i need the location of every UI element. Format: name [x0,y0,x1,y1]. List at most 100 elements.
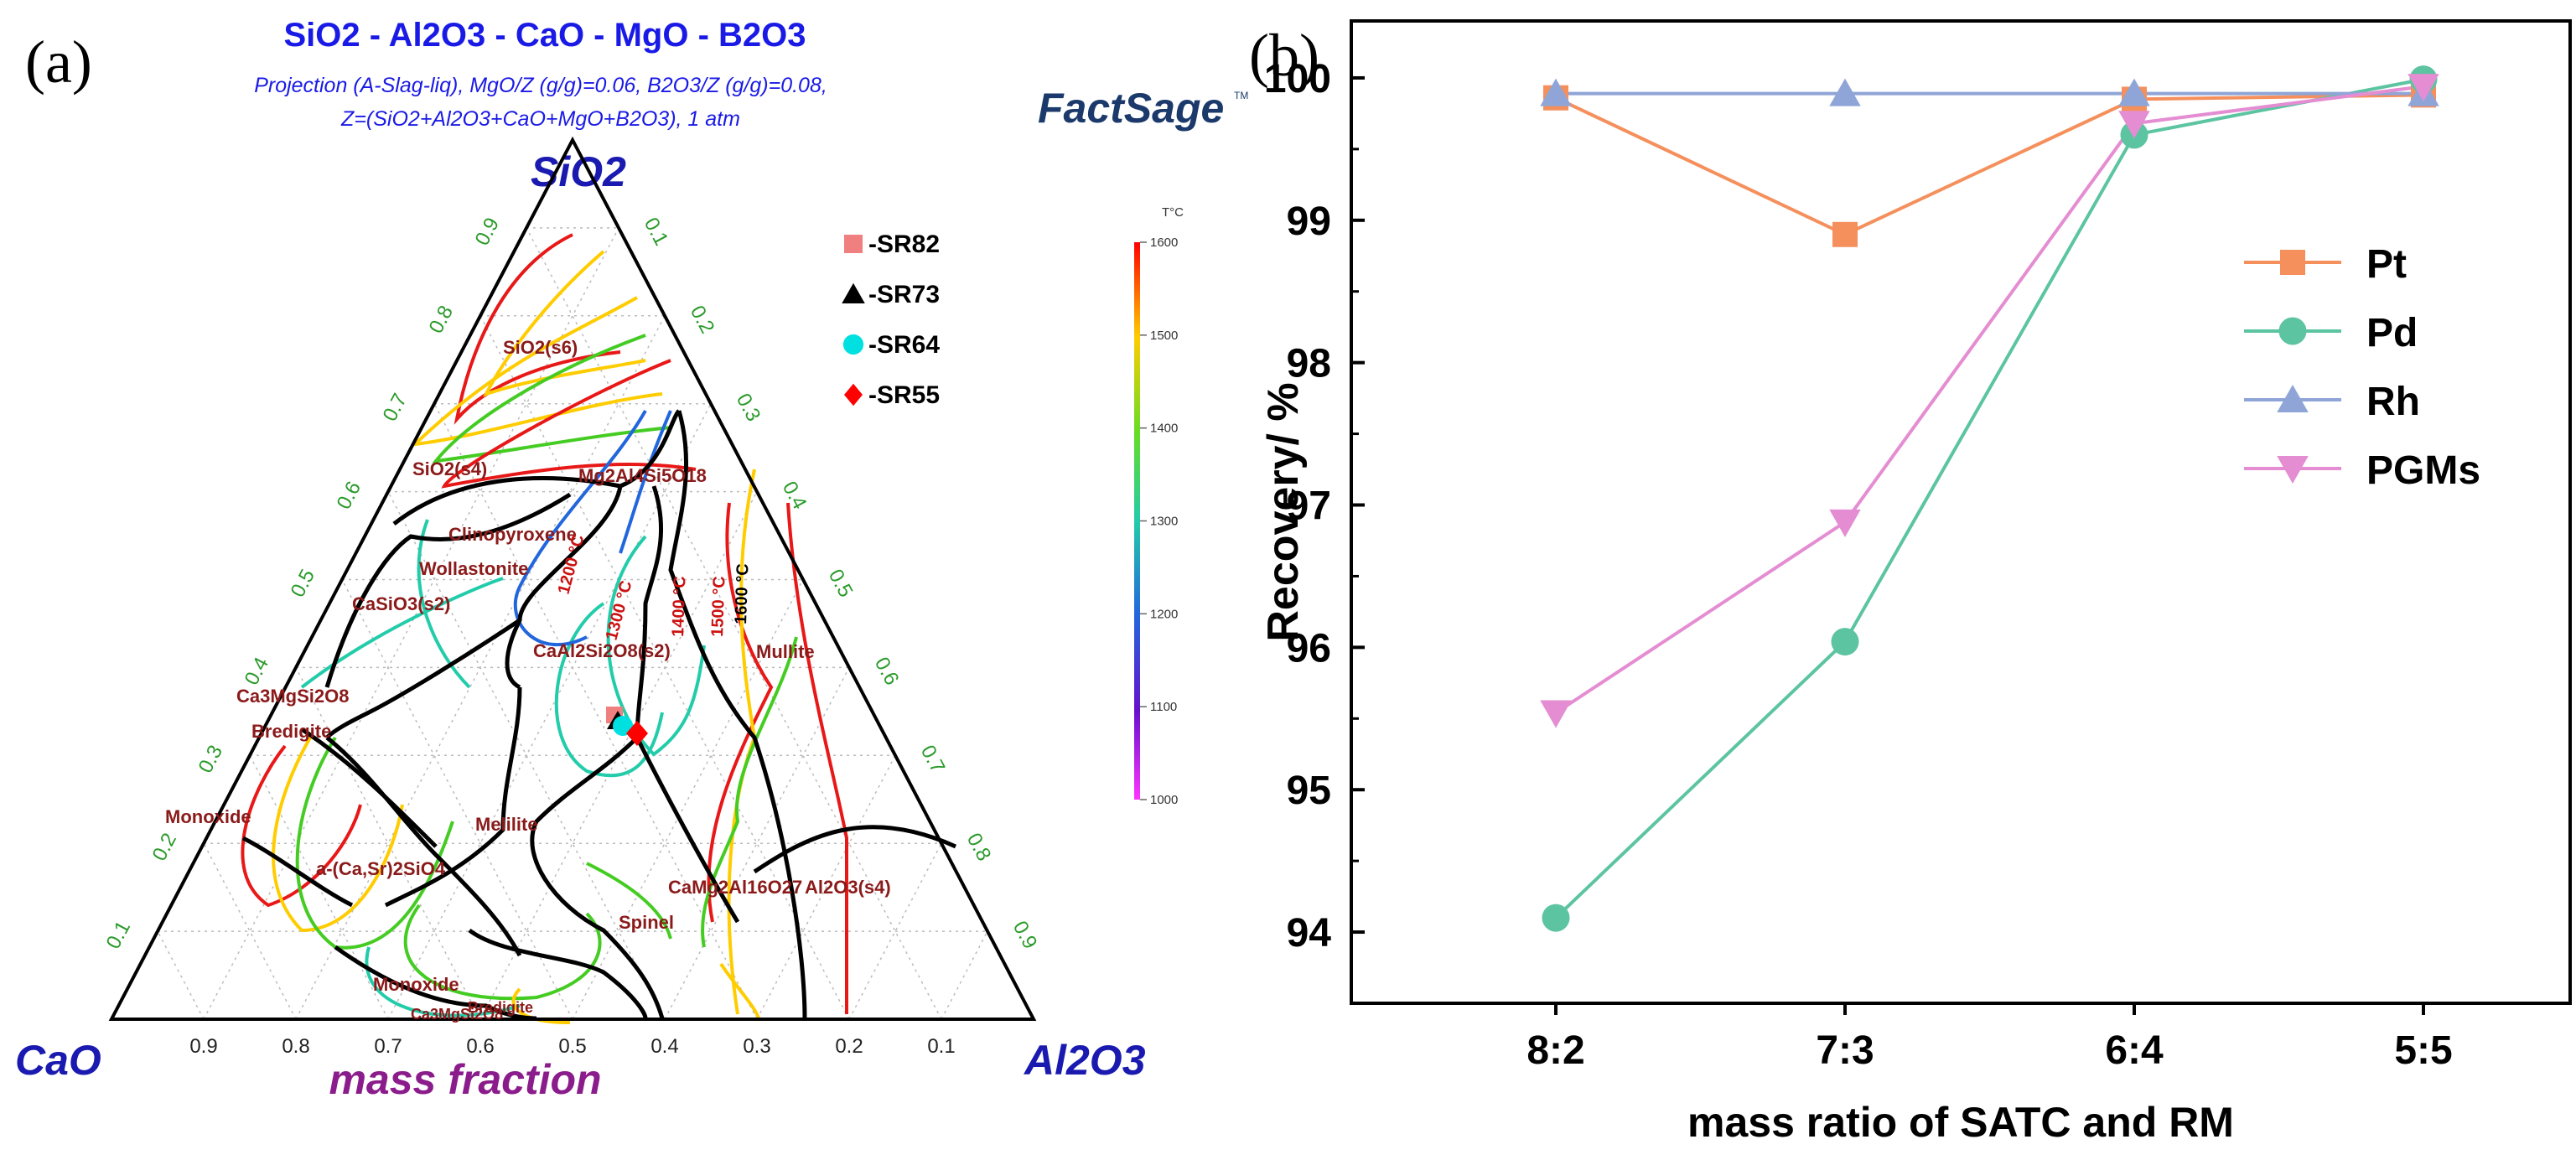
tick-label-right: 0.2 [686,302,719,337]
legend-label: Pt [2366,242,2407,287]
factsage-logo-tm: TM [1234,90,1248,101]
tick-label-left: 0.1 [102,918,136,953]
phase-label: Spinel [619,912,674,933]
grid-line [203,227,619,1020]
tick-label-left: 0.6 [333,478,366,513]
ternary-title: SiO2 - Al2O3 - CaO - MgO - B2O3 [283,17,806,54]
phase-label: Al2O3(s4) [805,877,891,898]
legend-marker-sr82 [844,235,863,253]
phase-label: CaMg2Al16O27 [668,877,802,898]
ternary-subtitle-2: Z=(SiO2+Al2O3+CaO+MgO+B2O3), 1 atm [340,107,740,131]
mass-fraction-label: mass fraction [329,1056,601,1103]
colorbar-ticks: 1600 1500 1400 1300 1200 1100 1000 [1140,236,1178,807]
legend-label: Pd [2366,311,2418,355]
grid-line [295,667,481,1020]
series-line-pgms [1554,85,2424,715]
series-line-pd [1554,77,2424,919]
tick-label-left: 0.2 [148,830,182,865]
plot-frame [1350,19,2572,1005]
boundary-alumina [753,825,957,874]
data-point-pd [1542,904,1570,932]
colorbar-tick-label: 1600 [1150,236,1178,250]
legend-label: -SR82 [868,230,940,258]
tick-label-left: 0.7 [379,390,412,425]
colorbar-tick-label: 1500 [1150,329,1178,343]
x-tick-label: 7:3 [1816,1028,1874,1073]
isotherm-curves [241,233,849,1024]
legend-marker-sr55 [844,383,863,407]
tick-label-right: 0.6 [870,654,904,689]
phase-label: Mullite [756,641,815,662]
legend-marker-sr64 [842,334,864,355]
phase-boundaries [241,409,957,1021]
tick-label-bottom: 0.2 [835,1035,863,1058]
tick-label-left: 0.3 [194,742,228,777]
tick-label-bottom: 0.7 [374,1035,402,1058]
legend-label: PGMs [2366,448,2480,493]
sample-marker-sr64 [613,716,633,736]
phase-label: Monoxide [165,806,251,827]
isotherm-1400-top [432,334,671,463]
tick-label-bottom: 0.3 [743,1035,770,1058]
chart-legend: Pt Pd Rh PGMs [2244,242,2480,493]
isotherm-cyan-mid [606,535,706,757]
series-lines [1554,77,2424,919]
panel-b-label: (b) [1249,22,1319,89]
x-tick-label: 6:4 [2105,1028,2164,1073]
legend-marker-rh [2277,385,2309,412]
tick-label-left: 0.9 [471,214,505,249]
phase-label: Clinopyroxene [448,524,577,545]
colorbar-tick-label: 1400 [1150,422,1178,436]
sample-marker-sr55 [626,721,648,746]
phase-label: Ca3MgSi2O8 [411,1006,503,1023]
apex-sio2-label: SiO2 [531,148,626,195]
tick-label-bottom: 0.4 [650,1035,678,1058]
phase-label: Ca3MgSi2O8 [236,686,350,707]
data-point-pt [1832,221,1858,247]
legend-marker-pd [2278,317,2307,345]
phase-label: Mg2Al4Si5O18 [578,465,707,486]
phase-label: Melilite [475,814,538,835]
factsage-logo: FactSage TM [1038,85,1248,132]
legend-label: -SR55 [868,381,940,409]
tick-label-left: 0.8 [425,302,459,337]
y-tick-label: 100 [1264,57,1331,101]
isotherm-1500-top [483,250,646,397]
data-point-pgms [2408,74,2439,102]
boundary-anorthite [635,485,740,924]
y-tick-label: 94 [1287,911,1332,955]
phase-label: Wollastonite [419,558,528,579]
boundary-sio2 [392,409,681,526]
colorbar-tick-label: 1200 [1150,607,1178,621]
phase-label: Bredigite [468,999,533,1016]
tick-label-bottom: 0.6 [466,1035,494,1058]
y-tick-label: 95 [1287,769,1331,813]
isotherm-1500-b [410,296,663,447]
tick-label-right: 0.8 [962,830,996,865]
data-point-pgms [2118,111,2150,139]
data-point-rh [1829,78,1861,106]
y-axis-label: Recovery/ % [1259,382,1308,641]
grid-line [157,930,205,1020]
isotherm-cyan-left-2 [417,519,471,689]
isotherm-green-bottom [403,904,602,1001]
y-tick-label: 98 [1287,342,1331,386]
tick-label-left: 0.5 [287,566,320,601]
isotherm-label: 1600 °C [732,563,753,624]
y-tick-label: 96 [1287,626,1331,671]
data-point-pgms [1829,509,1861,537]
data-point-pgms [1540,700,1572,728]
apex-cao-label: CaO [15,1037,101,1084]
ternary-triangle-outline [108,136,1037,1021]
tick-label-right: 0.7 [916,742,950,777]
grid-line [572,579,804,1020]
grid-line [526,227,942,1020]
tick-label-right: 0.3 [732,390,765,425]
boundary-monoxide [241,836,354,908]
tick-label-right: 0.4 [778,478,811,513]
boundary-melilite [384,686,522,908]
phase-label: a-(Ca,Sr)2SiO4 [316,858,446,879]
phase-label: SiO2(s4) [412,458,487,479]
